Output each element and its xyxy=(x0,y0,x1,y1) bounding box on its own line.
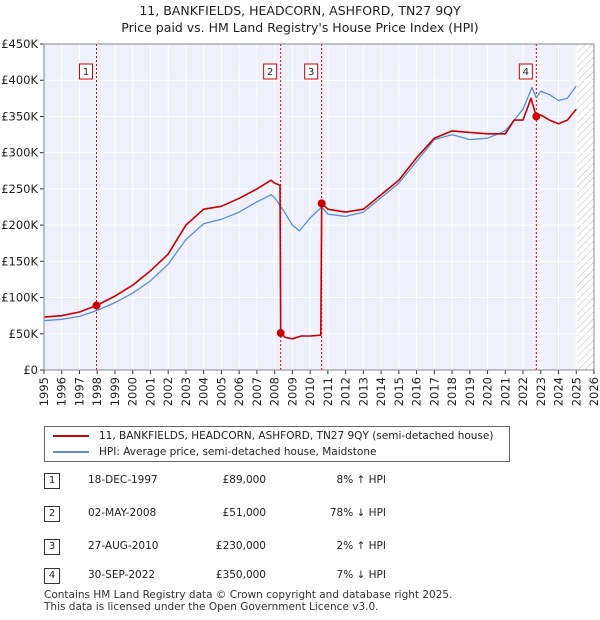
x-tick-label: 2011 xyxy=(321,377,335,406)
x-tick-label: 2010 xyxy=(303,377,317,406)
sale-number: 2 xyxy=(44,506,60,522)
x-tick-label: 2020 xyxy=(481,377,495,406)
x-tick-label: 2002 xyxy=(161,377,175,406)
x-tick-label: 2017 xyxy=(427,377,441,406)
future-hatch xyxy=(576,44,594,370)
table-row: 1 18-DEC-1997 £89,000 8% ↑ HPI xyxy=(44,473,484,491)
legend-blue-label: HPI: Average price, semi-detached house,… xyxy=(99,446,377,458)
x-tick-label: 2021 xyxy=(498,377,512,406)
x-tick-label: 2006 xyxy=(232,377,246,406)
x-tick-label: 2000 xyxy=(126,377,140,406)
chart-title: 11, BANKFIELDS, HEADCORN, ASHFORD, TN27 … xyxy=(0,2,600,36)
x-tick-label: 2012 xyxy=(339,377,353,406)
table-row: 3 27-AUG-2010 £230,000 2% ↑ HPI xyxy=(44,539,484,557)
x-tick-label: 1995 xyxy=(37,377,51,406)
sale-point xyxy=(92,301,101,310)
x-tick-label: 2016 xyxy=(410,377,424,406)
y-tick-label: £250K xyxy=(1,182,38,196)
footer-line-2: This data is licensed under the Open Gov… xyxy=(44,601,379,613)
hpi-line xyxy=(43,85,577,322)
sale-price: £51,000 xyxy=(222,507,266,519)
x-tick-label: 2009 xyxy=(285,377,299,406)
title-line-2: Price paid vs. HM Land Registry's House … xyxy=(121,20,479,35)
sale-price: £89,000 xyxy=(222,474,266,486)
sale-number: 1 xyxy=(44,473,60,489)
x-tick-label: 2005 xyxy=(214,377,228,406)
x-tick-label: 2024 xyxy=(552,377,566,406)
sale-date: 02-MAY-2008 xyxy=(88,507,157,519)
y-tick-label: £100K xyxy=(1,291,38,305)
price-paid-line xyxy=(43,97,577,340)
sale-label: 2 xyxy=(267,67,273,78)
x-tick-label: 2003 xyxy=(179,377,193,406)
x-tick-label: 2001 xyxy=(143,377,157,406)
sale-label: 1 xyxy=(83,67,89,78)
sale-label-box xyxy=(263,63,278,80)
legend-red-label: 11, BANKFIELDS, HEADCORN, ASHFORD, TN27 … xyxy=(99,430,494,442)
sale-point xyxy=(532,112,541,121)
legend-item-hpi: HPI: Average price, semi-detached house,… xyxy=(53,445,376,460)
sale-point xyxy=(317,199,326,208)
x-tick-label: 2014 xyxy=(374,377,388,406)
sale-label-box xyxy=(304,63,319,80)
table-row: 2 02-MAY-2008 £51,000 78% ↓ HPI xyxy=(44,506,484,524)
sale-hpi-diff: 2% ↑ HPI xyxy=(336,540,386,552)
sale-price: £230,000 xyxy=(215,540,266,552)
x-tick-label: 2019 xyxy=(463,377,477,406)
footer: Contains HM Land Registry data © Crown c… xyxy=(44,589,452,613)
x-tick-label: 2007 xyxy=(250,377,264,406)
x-tick-label: 2018 xyxy=(445,377,459,406)
sale-number: 3 xyxy=(44,539,60,555)
table-row: 4 30-SEP-2022 £350,000 7% ↓ HPI xyxy=(44,568,484,586)
sale-label-box xyxy=(518,63,533,80)
x-tick-label: 2026 xyxy=(587,377,600,406)
y-tick-label: £150K xyxy=(1,254,38,268)
legend-blue-line xyxy=(53,451,89,453)
sale-date: 27-AUG-2010 xyxy=(88,540,159,552)
x-tick-label: 2013 xyxy=(356,377,370,406)
legend-item-price-paid: 11, BANKFIELDS, HEADCORN, ASHFORD, TN27 … xyxy=(53,429,493,444)
x-tick-label: 1997 xyxy=(72,377,86,406)
y-tick-label: £200K xyxy=(1,218,38,232)
sale-price: £350,000 xyxy=(215,569,266,581)
plot-background xyxy=(44,44,594,370)
sale-hpi-diff: 8% ↑ HPI xyxy=(336,474,386,486)
x-tick-label: 2025 xyxy=(569,377,583,406)
y-tick-label: £400K xyxy=(1,73,38,87)
sale-hpi-diff: 7% ↓ HPI xyxy=(336,569,386,581)
legend: 11, BANKFIELDS, HEADCORN, ASHFORD, TN27 … xyxy=(44,426,510,462)
legend-red-line xyxy=(53,435,89,437)
sale-number: 4 xyxy=(44,568,60,584)
x-tick-label: 1998 xyxy=(90,377,104,406)
footer-line-1: Contains HM Land Registry data © Crown c… xyxy=(44,589,453,601)
sale-date: 30-SEP-2022 xyxy=(88,569,156,581)
y-tick-label: £0 xyxy=(23,363,38,377)
x-tick-label: 2023 xyxy=(534,377,548,406)
sale-hpi-diff: 78% ↓ HPI xyxy=(329,507,386,519)
x-tick-label: 2022 xyxy=(516,377,530,406)
y-tick-label: £450K xyxy=(1,37,38,51)
x-tick-label: 2008 xyxy=(268,377,282,406)
x-tick-label: 1999 xyxy=(108,377,122,406)
sale-label: 3 xyxy=(308,67,314,78)
x-tick-label: 1996 xyxy=(55,377,69,406)
plot-frame xyxy=(43,43,595,371)
sale-point xyxy=(276,329,285,338)
y-tick-label: £350K xyxy=(1,109,38,123)
sale-date: 18-DEC-1997 xyxy=(88,474,158,486)
sale-label-box xyxy=(79,63,94,80)
price-chart: 1 2 3 4 £0 £50K £100K £150K £200K £250K £300K £350… xyxy=(1,37,600,406)
x-tick-label: 2015 xyxy=(392,377,406,406)
y-tick-label: £50K xyxy=(9,327,39,341)
sale-label: 4 xyxy=(523,67,529,78)
y-tick-label: £300K xyxy=(1,146,38,160)
x-tick-label: 2004 xyxy=(197,377,211,406)
title-line-1: 11, BANKFIELDS, HEADCORN, ASHFORD, TN27 … xyxy=(139,3,461,18)
